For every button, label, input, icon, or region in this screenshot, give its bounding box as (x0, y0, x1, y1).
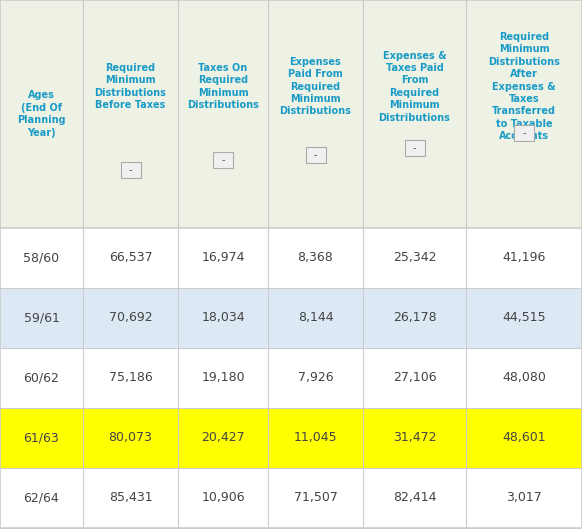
Text: 16,974: 16,974 (201, 251, 245, 264)
Text: 59/61: 59/61 (23, 312, 59, 324)
Bar (404, 140, 424, 156)
Text: Expenses
Paid From
Required
Minimum
Distributions: Expenses Paid From Required Minimum Dist… (279, 57, 352, 116)
Text: 10,906: 10,906 (201, 491, 245, 505)
Text: Expenses &
Taxes Paid
From
Required
Minimum
Distributions: Expenses & Taxes Paid From Required Mini… (378, 51, 450, 123)
Text: 75,186: 75,186 (109, 371, 152, 385)
Text: 27,106: 27,106 (393, 371, 436, 385)
Text: -: - (522, 128, 526, 138)
Text: 61/63: 61/63 (24, 432, 59, 444)
Text: 82,414: 82,414 (393, 491, 436, 505)
Text: 48,080: 48,080 (502, 371, 546, 385)
Text: 25,342: 25,342 (393, 251, 436, 264)
Text: 41,196: 41,196 (502, 251, 546, 264)
Text: 19,180: 19,180 (201, 371, 245, 385)
Text: 31,472: 31,472 (393, 432, 436, 444)
Bar (0, 0, 582, 228)
Text: 7,926: 7,926 (297, 371, 333, 385)
Bar (0, 408, 582, 468)
Bar (514, 125, 534, 141)
Text: -: - (129, 165, 132, 175)
Bar (0, 468, 582, 528)
Text: -: - (413, 143, 416, 153)
Text: Required
Minimum
Distributions
After
Expenses &
Taxes
Transferred
to Taxable
Acc: Required Minimum Distributions After Exp… (488, 32, 560, 141)
Bar (306, 147, 325, 163)
Text: -: - (221, 155, 225, 165)
Text: 60/62: 60/62 (23, 371, 59, 385)
Text: 62/64: 62/64 (24, 491, 59, 505)
Text: 58/60: 58/60 (23, 251, 59, 264)
Bar (0, 228, 582, 288)
Bar (0, 348, 582, 408)
Text: Ages
(End Of
Planning
Year): Ages (End Of Planning Year) (17, 90, 66, 138)
Text: 48,601: 48,601 (502, 432, 546, 444)
Text: 18,034: 18,034 (201, 312, 245, 324)
Text: -: - (314, 150, 317, 160)
Bar (0, 288, 582, 348)
Text: 8,368: 8,368 (297, 251, 333, 264)
Text: 8,144: 8,144 (297, 312, 333, 324)
Text: 85,431: 85,431 (109, 491, 152, 505)
Text: 26,178: 26,178 (393, 312, 436, 324)
Text: 80,073: 80,073 (109, 432, 152, 444)
Text: Taxes On
Required
Minimum
Distributions: Taxes On Required Minimum Distributions (187, 63, 259, 110)
Text: 3,017: 3,017 (506, 491, 542, 505)
Text: 11,045: 11,045 (294, 432, 338, 444)
Text: 70,692: 70,692 (109, 312, 152, 324)
Text: Required
Minimum
Distributions
Before Taxes: Required Minimum Distributions Before Ta… (94, 63, 166, 110)
Bar (213, 152, 233, 168)
Bar (120, 162, 140, 178)
Text: 44,515: 44,515 (502, 312, 546, 324)
Text: 20,427: 20,427 (201, 432, 245, 444)
Text: 71,507: 71,507 (293, 491, 338, 505)
Text: 66,537: 66,537 (109, 251, 152, 264)
